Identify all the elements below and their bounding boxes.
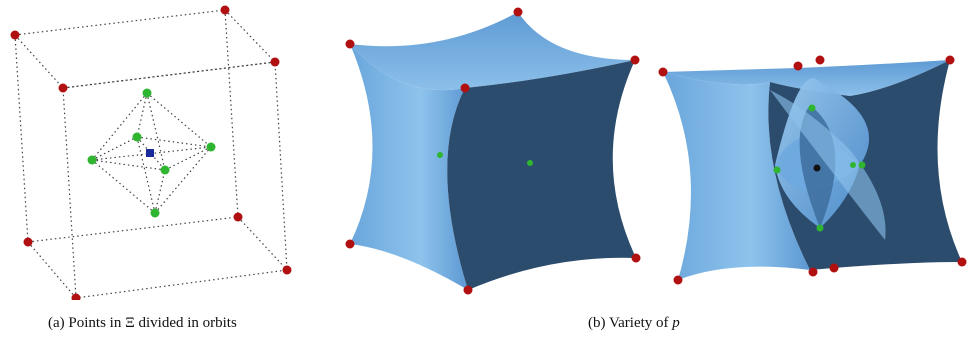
figure-panel-a: [0, 0, 310, 300]
orbit-outer-point: [58, 83, 68, 93]
center-point: [146, 149, 154, 157]
caption-b: (b) Variety of p: [588, 315, 680, 332]
caption-a: (a) Points in Ξ divided in orbits: [48, 315, 237, 332]
figure-panel-b: [330, 0, 968, 300]
orbit-outer-point: [10, 30, 20, 40]
variety-surfaces: [345, 7, 967, 295]
surface-1: [345, 7, 641, 295]
orbit-inner-point: [142, 88, 152, 98]
caption-b-label: (b): [588, 315, 606, 331]
orbit-outer-point: [233, 212, 243, 222]
orbit-inner-point: [132, 132, 142, 142]
caption-b-symbol: p: [672, 315, 680, 331]
orbit-inner-point: [160, 165, 170, 175]
orbit-inner-point: [206, 142, 216, 152]
caption-a-label: (a): [48, 315, 65, 331]
caption-b-text: Variety of: [608, 315, 669, 331]
orbit-outer-point: [71, 293, 81, 300]
surface-2: [658, 55, 967, 285]
orbit-outer-point: [282, 265, 292, 275]
orbit-outer-point: [220, 5, 230, 15]
caption-a-text: Points in Ξ divided in orbits: [68, 315, 237, 331]
orbit-inner-point: [87, 155, 97, 165]
orbit-points-diagram: [10, 5, 292, 300]
orbit-inner-point: [150, 208, 160, 218]
orbit-outer-point: [23, 237, 33, 247]
orbit-outer-point: [270, 57, 280, 67]
